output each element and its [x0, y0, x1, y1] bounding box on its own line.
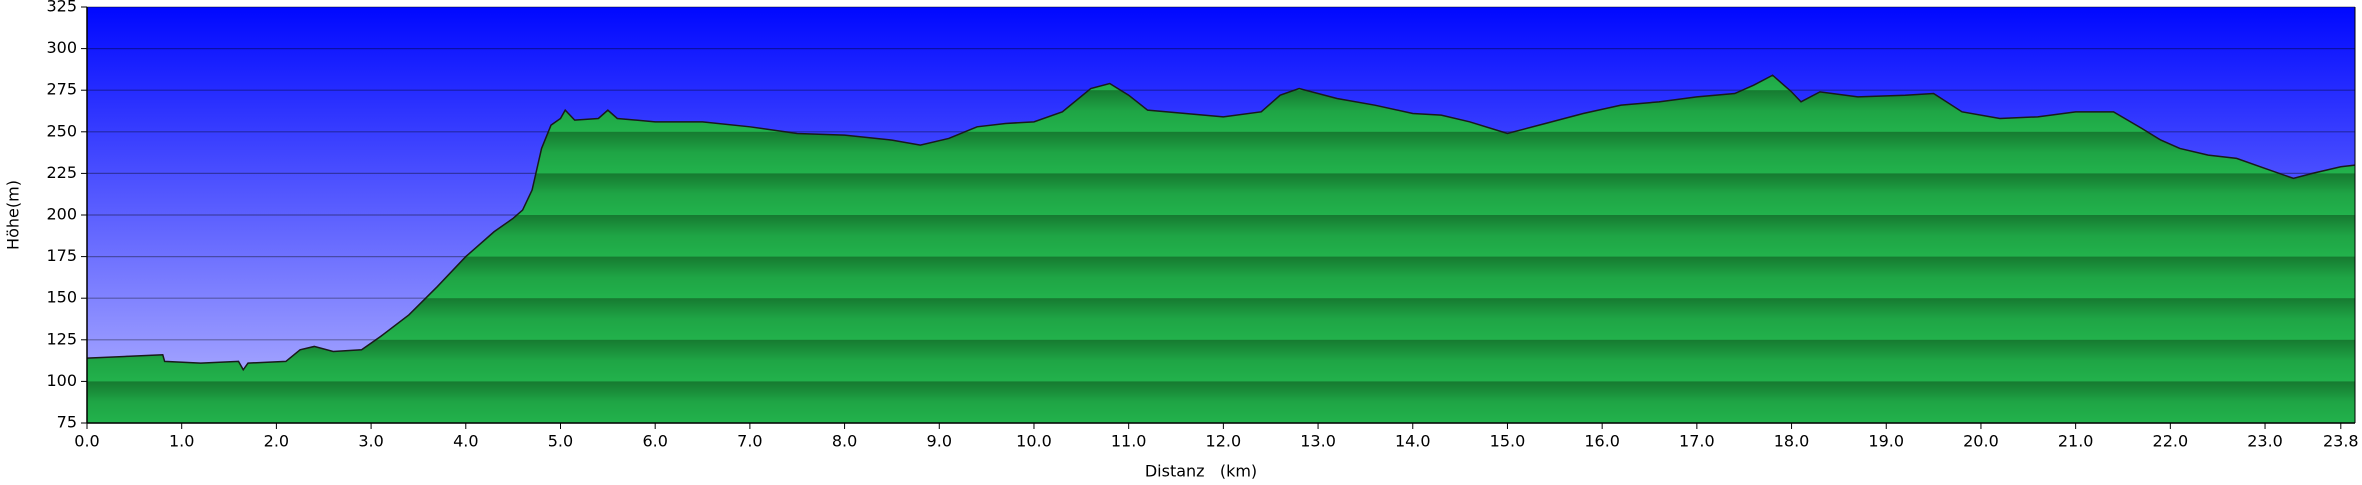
x-tick-label: 15.0 — [1490, 432, 1526, 451]
axes: 75 100 125 150 175 200 225 250 275 300 325 0.0 1.0 2.… — [46, 0, 2358, 451]
x-tick-label: 11.0 — [1111, 432, 1147, 451]
x-tick-label: 23.8 — [2323, 432, 2359, 451]
x-tick-label: 19.0 — [1868, 432, 1904, 451]
x-tick-label: 10.0 — [1016, 432, 1052, 451]
y-tick-label: 150 — [46, 288, 77, 307]
y-tick-label: 200 — [46, 205, 77, 224]
y-tick-label: 75 — [57, 413, 77, 432]
x-tick-label: 7.0 — [737, 432, 762, 451]
x-tick-label: 0.0 — [74, 432, 99, 451]
y-tick-label: 250 — [46, 121, 77, 140]
x-tick-label: 4.0 — [453, 432, 478, 451]
x-tick-label: 3.0 — [358, 432, 383, 451]
marks — [86, 74, 2356, 423]
y-tick-label: 100 — [46, 371, 77, 390]
elevation-area — [87, 75, 2355, 423]
x-tick-label: 17.0 — [1679, 432, 1715, 451]
x-tick-label: 9.0 — [927, 432, 952, 451]
y-tick-label: 225 — [46, 163, 77, 182]
x-tick-label: 8.0 — [832, 432, 857, 451]
x-tick-label: 20.0 — [1963, 432, 1999, 451]
y-tick-label: 275 — [46, 80, 77, 99]
x-tick-label: 14.0 — [1395, 432, 1431, 451]
x-tick-label: 13.0 — [1300, 432, 1336, 451]
x-tick-label: 12.0 — [1206, 432, 1242, 451]
x-tick-label: 6.0 — [642, 432, 667, 451]
y-tick-label: 325 — [46, 0, 77, 16]
y-tick-label: 125 — [46, 329, 77, 348]
y-axis-label: Höhe(m) — [4, 180, 23, 250]
y-tick-label: 175 — [46, 246, 77, 265]
y-tick-label: 300 — [46, 38, 77, 57]
x-tick-label: 21.0 — [2058, 432, 2094, 451]
x-tick-label: 16.0 — [1584, 432, 1620, 451]
x-axis-label: Distanz (km) — [1145, 462, 1257, 481]
x-tick-label: 2.0 — [264, 432, 289, 451]
x-tick-label: 23.0 — [2247, 432, 2283, 451]
x-tick-label: 18.0 — [1774, 432, 1810, 451]
x-tick-label: 5.0 — [548, 432, 573, 451]
elevation-line — [86, 74, 2356, 372]
x-tick-label: 22.0 — [2153, 432, 2189, 451]
x-tick-label: 1.0 — [169, 432, 194, 451]
